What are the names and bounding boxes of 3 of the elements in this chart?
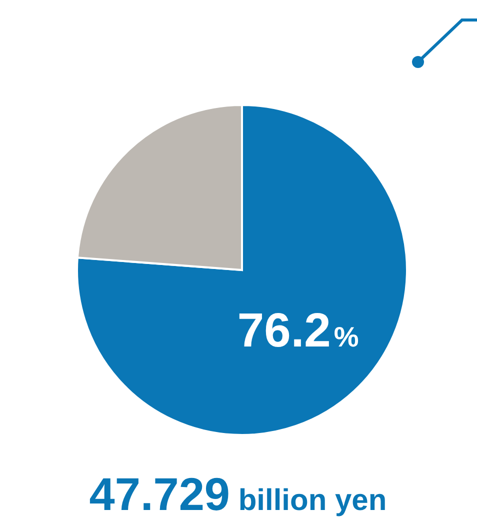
pie-slice xyxy=(76,104,408,436)
data-label: 76.2% xyxy=(237,304,359,358)
text: 47.729 billion yen xyxy=(89,468,387,520)
